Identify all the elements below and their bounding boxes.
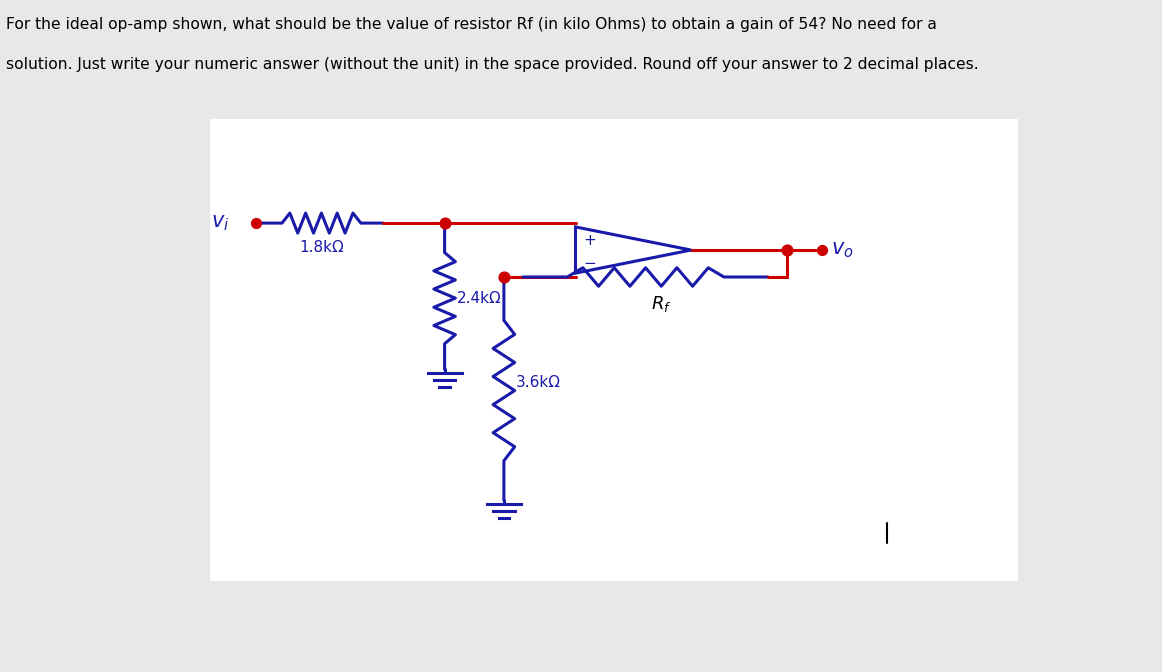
Point bbox=[436, 218, 454, 228]
Text: $v_o$: $v_o$ bbox=[831, 241, 854, 260]
Text: solution. Just write your numeric answer (without the unit) in the space provide: solution. Just write your numeric answer… bbox=[6, 57, 978, 72]
FancyBboxPatch shape bbox=[210, 119, 1018, 581]
Text: +: + bbox=[583, 233, 596, 247]
Text: 2.4kΩ: 2.4kΩ bbox=[457, 291, 502, 306]
Point bbox=[812, 245, 831, 255]
Point bbox=[779, 245, 797, 255]
Point bbox=[495, 271, 514, 282]
Text: $-$: $-$ bbox=[583, 254, 596, 269]
Text: $R_f$: $R_f$ bbox=[651, 294, 672, 314]
Text: $v_i$: $v_i$ bbox=[210, 213, 229, 233]
Point bbox=[246, 218, 265, 228]
Text: 3.6kΩ: 3.6kΩ bbox=[516, 376, 561, 390]
Text: For the ideal op-amp shown, what should be the value of resistor Rf (in kilo Ohm: For the ideal op-amp shown, what should … bbox=[6, 17, 937, 32]
Text: 1.8kΩ: 1.8kΩ bbox=[299, 240, 344, 255]
